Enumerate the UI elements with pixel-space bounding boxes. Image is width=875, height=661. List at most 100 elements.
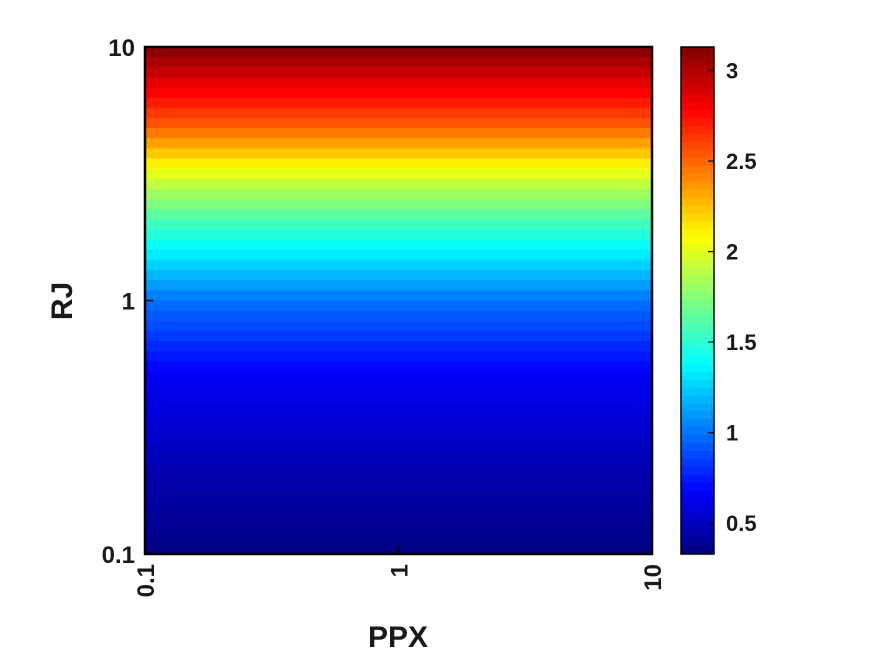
colorbar-swatch	[681, 514, 714, 523]
heatmap-band	[145, 330, 652, 342]
colorbar-swatch	[681, 355, 714, 365]
colorbar-swatch	[681, 538, 714, 547]
colorbar-swatch	[681, 165, 714, 175]
colorbar-swatch	[681, 62, 714, 72]
colorbar-swatch	[681, 118, 714, 127]
colorbar-swatch	[681, 245, 714, 254]
colorbar-swatch	[681, 102, 714, 111]
heatmap-band	[145, 280, 652, 291]
colorbar-swatch	[681, 522, 714, 531]
colorbar-tick-label: 0.5	[726, 511, 757, 536]
heatmap-band	[145, 128, 652, 139]
heatmap-band	[145, 117, 652, 129]
colorbar-swatch	[681, 142, 714, 151]
colorbar-swatch	[681, 490, 714, 500]
colorbar-swatch	[681, 300, 714, 310]
heatmap-band	[145, 432, 652, 444]
colorbar-swatch	[681, 181, 714, 191]
colorbar-swatch	[681, 70, 714, 80]
colorbar-swatch	[681, 363, 714, 373]
x-axis-ticks: 0.1 1 10	[133, 546, 667, 597]
heatmap-band	[145, 533, 652, 545]
colorbar-tick-label: 2	[726, 240, 738, 265]
heatmap-band	[145, 87, 652, 99]
colorbar-swatch	[681, 173, 714, 183]
colorbar-swatch	[681, 466, 714, 476]
heatmap-band	[145, 290, 652, 302]
heatmap-band	[145, 381, 652, 393]
heatmap-band	[145, 259, 652, 271]
heatmap-band	[145, 412, 652, 423]
colorbar-swatch	[681, 324, 714, 333]
colorbar-swatch	[681, 546, 714, 555]
x-tick-label: 0.1	[133, 564, 160, 597]
heatmap-band	[145, 178, 652, 190]
x-tick-label: 10	[640, 564, 667, 591]
colorbar-swatch	[681, 94, 714, 104]
colorbar-swatch	[681, 316, 714, 325]
y-axis-label: RJ	[46, 282, 79, 320]
colorbar-swatch	[681, 411, 714, 420]
colorbar-swatch	[681, 427, 714, 436]
heatmap-band	[145, 107, 652, 119]
colorbar-swatch	[681, 371, 714, 381]
colorbar-swatch	[681, 395, 714, 405]
colorbar-swatch	[681, 451, 714, 460]
colorbar-swatch	[681, 474, 714, 484]
colorbar-swatch	[681, 260, 714, 270]
colorbar-tick-label: 1.5	[726, 330, 757, 355]
heatmap-band	[145, 168, 652, 180]
colorbar-swatch	[681, 379, 714, 389]
colorbar-swatch	[681, 157, 714, 167]
heatmap-band	[145, 483, 652, 494]
heatmap-band	[145, 452, 652, 464]
heatmap-band	[145, 57, 652, 68]
heatmap-band	[145, 320, 652, 332]
colorbar-tick-label: 3	[726, 59, 738, 84]
colorbar-tick-label: 1	[726, 421, 738, 446]
heatmap-band	[145, 442, 652, 454]
x-tick-label: 1	[387, 564, 414, 577]
colorbar-ticks: 0.5 1 1.5 2 2.5 3	[708, 59, 757, 536]
y-tick-label: 1	[122, 289, 135, 316]
colorbar-swatch	[681, 443, 714, 452]
colorbar-swatch	[681, 54, 714, 64]
colorbar-swatch	[681, 348, 714, 357]
heatmap-band	[145, 77, 652, 89]
heatmap-band	[145, 199, 652, 210]
colorbar-swatch	[681, 189, 714, 199]
heatmap-band	[145, 391, 652, 403]
colorbar-frame	[680, 46, 715, 555]
heatmap-band	[145, 47, 652, 58]
x-axis-label: PPX	[368, 621, 428, 654]
colorbar-swatch	[681, 276, 714, 286]
colorbar-swatch	[681, 292, 714, 302]
colorbar-swatch	[681, 47, 714, 56]
colorbar-swatch	[681, 458, 714, 468]
heatmap-band	[145, 503, 652, 515]
colorbar-swatch	[681, 252, 714, 262]
colorbar-swatch	[681, 284, 714, 294]
heatmap-band	[145, 138, 652, 149]
heatmap-band	[145, 361, 652, 373]
heatmap-band	[145, 401, 652, 413]
colorbar-swatch	[681, 332, 714, 341]
heatmap-band	[145, 351, 652, 362]
colorbar-swatch	[681, 387, 714, 397]
colorbar-swatch	[681, 268, 714, 278]
colorbar-swatch	[681, 403, 714, 412]
colorbar-swatch	[681, 205, 714, 214]
colorbar-swatch	[681, 506, 714, 515]
colorbar-swatch	[681, 498, 714, 508]
heatmap-band	[145, 188, 652, 200]
y-tick-label: 0.1	[102, 542, 135, 569]
colorbar-swatch	[681, 237, 714, 246]
colorbar-tick-label: 2.5	[726, 149, 757, 174]
heatmap-band	[145, 493, 652, 504]
heatmap-band	[145, 472, 652, 484]
colorbar-swatch	[681, 221, 714, 230]
colorbar-swatch	[681, 229, 714, 238]
colorbar-swatch	[681, 308, 714, 317]
heatmap-band	[145, 270, 652, 281]
